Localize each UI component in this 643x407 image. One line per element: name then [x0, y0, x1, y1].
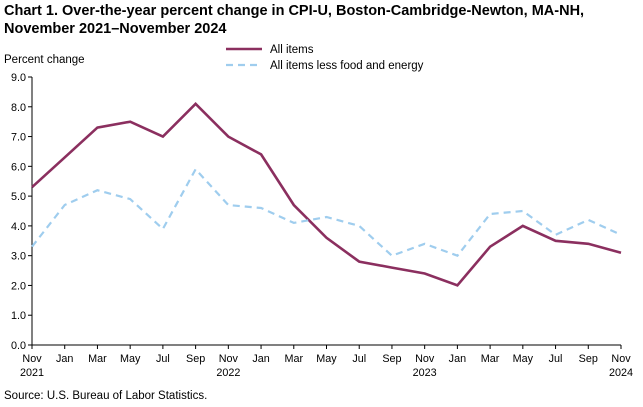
x-tick-label: Nov [219, 353, 239, 365]
x-tick-label: May [120, 353, 141, 365]
y-tick-label: 2.0 [11, 280, 26, 292]
chart-title: Chart 1. Over-the-year percent change in… [4, 2, 639, 38]
x-tick-label: Sep [579, 353, 598, 365]
y-tick-label: 9.0 [11, 72, 26, 84]
x-year-label: 2021 [20, 367, 44, 379]
x-tick-label: Sep [382, 353, 401, 365]
x-tick-label: Mar [481, 353, 500, 365]
legend-label-core: All items less food and energy [270, 60, 424, 72]
x-tick-label: Jan [252, 353, 269, 365]
series-line-all-items [31, 101, 622, 287]
legend-label-all-items: All items [270, 44, 314, 56]
y-axis-label: Percent change [4, 54, 85, 66]
x-tick-label: Mar [284, 353, 303, 365]
chart-title-line1: Chart 1. Over-the-year percent change in… [4, 3, 585, 19]
y-tick-label: 6.0 [11, 161, 26, 173]
x-tick-label: Jul [352, 353, 366, 365]
y-tick-label: 7.0 [11, 132, 26, 144]
x-tick-label: Nov [415, 353, 435, 365]
x-tick-label: Jan [449, 353, 466, 365]
y-tick-label: 8.0 [11, 102, 26, 114]
x-tick-label: May [513, 353, 534, 365]
chart-title-line2: November 2021–November 2024 [4, 21, 227, 37]
y-tick-label: 5.0 [11, 191, 26, 203]
y-tick-label: 1.0 [11, 310, 26, 322]
x-tick-label: Mar [88, 353, 107, 365]
y-tick-label: 3.0 [11, 251, 26, 263]
x-tick-label: Jul [549, 353, 563, 365]
y-tick-label: 4.0 [11, 221, 26, 233]
x-tick-label: May [316, 353, 337, 365]
x-year-label: 2024 [609, 367, 633, 379]
source-note: Source: U.S. Bureau of Labor Statistics. [4, 390, 208, 402]
x-tick-label: Jul [156, 353, 170, 365]
y-tick-label: 0.0 [11, 340, 26, 352]
series-line-core [31, 167, 622, 258]
x-year-label: 2023 [413, 367, 437, 379]
x-tick-label: Nov [611, 353, 631, 365]
x-tick-label: Nov [22, 353, 42, 365]
x-tick-label: Sep [186, 353, 205, 365]
x-year-label: 2022 [216, 367, 240, 379]
x-tick-label: Jan [56, 353, 73, 365]
